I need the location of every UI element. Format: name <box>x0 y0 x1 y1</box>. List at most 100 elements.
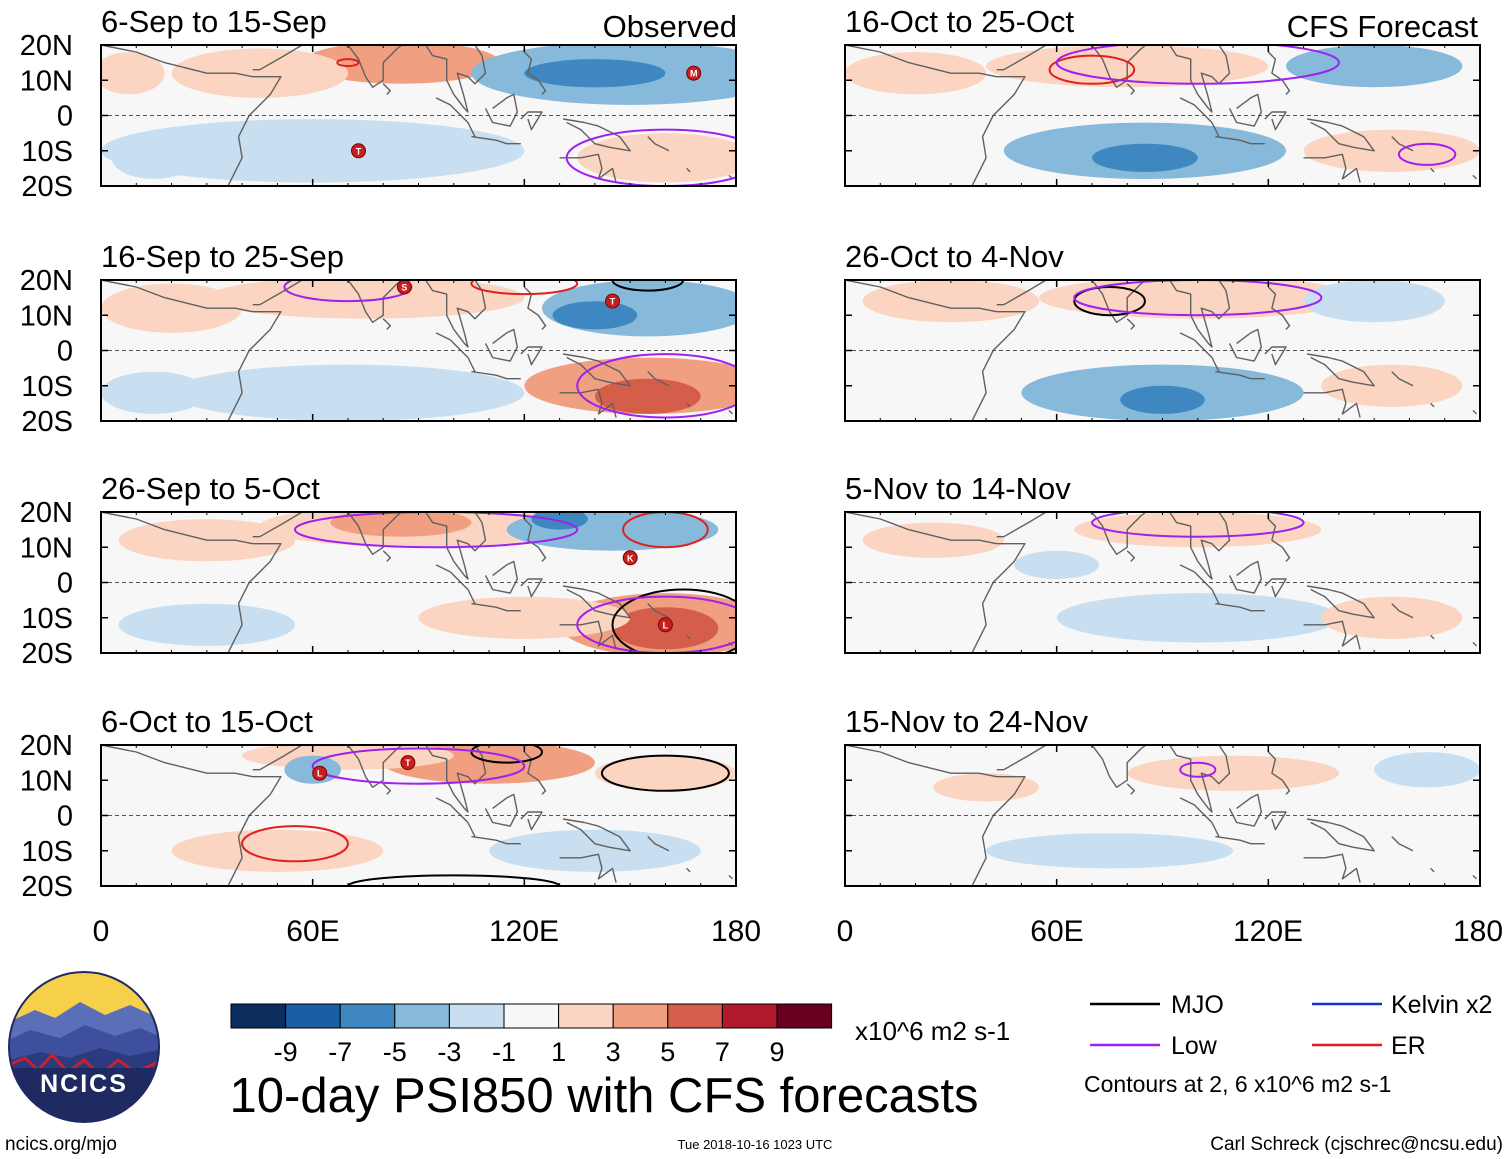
coastline <box>845 745 1026 886</box>
anomaly-region <box>489 829 701 872</box>
coastline <box>1215 135 1265 145</box>
contour-er <box>1048 54 1136 85</box>
forecast-header: CFS Forecast <box>1287 9 1479 44</box>
coastline <box>647 836 670 852</box>
coastline <box>845 280 1026 421</box>
contour-er <box>470 280 579 296</box>
contour-low <box>576 595 736 653</box>
coastline <box>1391 836 1414 852</box>
anomaly-region <box>594 378 701 414</box>
coastline <box>1306 353 1375 387</box>
coastline <box>1126 83 1135 95</box>
coastline <box>425 512 487 580</box>
coastline <box>523 751 547 795</box>
coastline <box>425 745 487 813</box>
coastline <box>1126 550 1135 562</box>
coastline <box>101 45 282 186</box>
coastline <box>520 578 543 598</box>
coastline <box>382 550 391 562</box>
anomaly-region <box>862 280 1039 323</box>
anomaly-region <box>1120 385 1205 414</box>
colorbar-tick-label: -3 <box>437 1037 461 1067</box>
y-tick-label: 10S <box>21 603 73 635</box>
coastline <box>686 867 691 873</box>
colorbar-tick-label: -7 <box>328 1037 352 1067</box>
anomaly-region <box>986 833 1234 869</box>
contour-mjo <box>611 280 685 292</box>
anomaly-region <box>1014 550 1099 579</box>
coastline <box>1391 603 1414 619</box>
coastline <box>1126 318 1135 330</box>
map-area <box>845 512 1480 653</box>
coastline <box>252 512 303 538</box>
coastline <box>520 346 543 366</box>
anomaly-region <box>1286 45 1463 88</box>
colorbar-swatch <box>558 1003 614 1029</box>
coastline <box>382 318 391 330</box>
coastline <box>647 371 670 387</box>
map-area: TM <box>101 45 736 186</box>
timestamp: Tue 2018-10-16 1023 UTC <box>678 1137 833 1152</box>
anomaly-region <box>933 773 1039 802</box>
anomaly-region <box>1303 280 1445 323</box>
coastline <box>1228 560 1262 594</box>
contour-low <box>294 512 579 549</box>
coastline <box>484 328 518 362</box>
y-tick-label: 10N <box>20 765 73 797</box>
anomaly-region <box>1321 596 1463 639</box>
coastline <box>996 512 1047 538</box>
storm-marker: T <box>605 293 620 309</box>
anomaly-region <box>845 52 987 95</box>
coastline <box>562 585 631 619</box>
coastline <box>1077 512 1148 555</box>
coastline <box>101 745 282 886</box>
colorbar-tick-label: 7 <box>715 1037 730 1067</box>
anomaly-region <box>1321 364 1463 407</box>
coastline <box>996 280 1047 306</box>
coastline <box>562 353 631 387</box>
coastline <box>520 111 543 131</box>
coastline <box>996 745 1047 771</box>
source-url[interactable]: ncics.org/mjo <box>5 1134 117 1155</box>
coastline <box>1264 111 1287 131</box>
coastline <box>1126 783 1135 795</box>
anomaly-region <box>1374 752 1480 788</box>
coastline <box>435 332 476 372</box>
map-area <box>845 745 1480 886</box>
coastline <box>382 83 391 95</box>
storm-icon <box>400 755 416 771</box>
anomaly-region <box>1127 755 1339 791</box>
anomaly-region <box>111 136 197 179</box>
coastline <box>435 564 476 604</box>
coastline <box>435 97 476 137</box>
coastline <box>1169 45 1231 113</box>
contour-low <box>1055 45 1340 85</box>
storm-marker: K <box>622 550 638 566</box>
map-panel-p5: 16-Oct to 25-Oct <box>844 4 1481 187</box>
coastline <box>382 783 391 795</box>
coastline <box>1430 167 1435 173</box>
contour-low <box>1397 142 1457 166</box>
coastline <box>1215 835 1265 845</box>
panel-title: 16-Oct to 25-Oct <box>845 4 1075 39</box>
coastline <box>1306 818 1375 852</box>
coastline <box>471 602 521 612</box>
anomaly-region <box>101 283 243 333</box>
colorbar-tick-label: 1 <box>551 1037 566 1067</box>
coastline <box>1215 370 1265 380</box>
panel-title: 6-Sep to 15-Sep <box>101 4 327 39</box>
coastline <box>520 811 543 831</box>
coastline <box>647 603 670 619</box>
x-tick-label: 180 <box>711 915 761 948</box>
coastline <box>1228 793 1262 827</box>
panel-title: 26-Sep to 5-Oct <box>101 471 320 506</box>
coastline <box>1303 853 1361 883</box>
colorbar-swatch <box>776 1003 833 1029</box>
coastline <box>1303 620 1361 650</box>
coastline <box>686 167 691 173</box>
anomaly-region <box>1092 143 1198 172</box>
coastline <box>996 45 1047 71</box>
y-tick-label: 20S <box>21 171 73 203</box>
